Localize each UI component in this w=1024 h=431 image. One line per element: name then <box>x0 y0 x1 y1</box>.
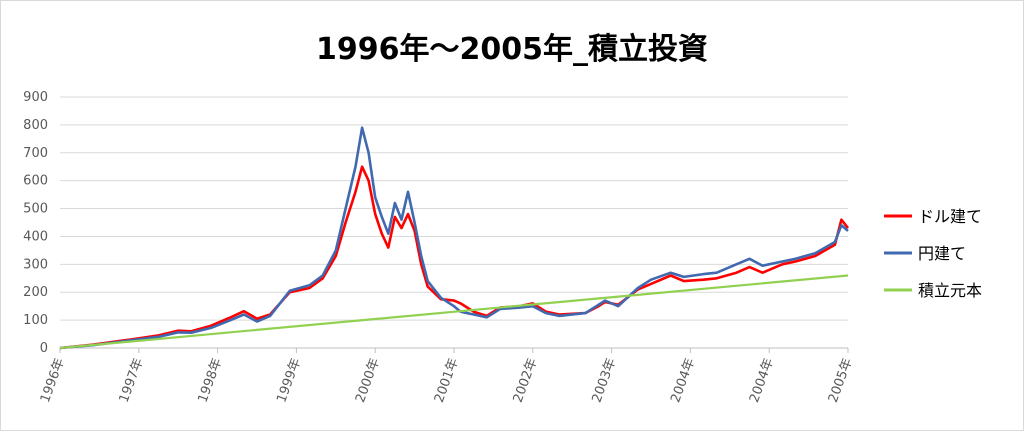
y-tick-label: 200 <box>23 285 48 300</box>
x-tick-label: 2004年 <box>668 356 698 404</box>
y-tick-label: 100 <box>23 313 48 328</box>
y-tick-label: 0 <box>40 341 48 356</box>
y-tick-label: 400 <box>23 229 48 244</box>
x-axis-ticks: 1996年 1997年 1998年 1999年 2000年 2001年 2002年 2003年… <box>38 348 856 405</box>
series-line-2 <box>59 274 849 350</box>
gridlines <box>60 96 848 349</box>
x-tick-label: 1996年 <box>38 356 68 404</box>
y-tick-label: 300 <box>23 257 48 272</box>
y-tick-label: 900 <box>23 90 48 105</box>
x-tick-label: 1997年 <box>117 356 147 404</box>
x-tick-label: 2000年 <box>353 356 383 404</box>
series-line-0 <box>59 165 850 350</box>
x-tick-label: 1998年 <box>195 356 225 404</box>
x-tick-label: 2003年 <box>589 356 619 404</box>
series-line-1 <box>59 126 849 350</box>
y-tick-label: 600 <box>23 174 48 189</box>
y-tick-label: 800 <box>23 118 48 133</box>
x-tick-label: 2004年 <box>747 356 777 404</box>
x-tick-label: 2001年 <box>432 356 462 404</box>
series-lines <box>59 126 850 350</box>
legend-label-0: ドル建て <box>918 207 982 226</box>
y-axis-ticks: 0 100 200 300 400 500 600 700 800 900 <box>23 90 48 356</box>
chart-title: 1996年～2005年_積立投資 <box>316 32 708 67</box>
legend-label-2: 積立元本 <box>918 281 982 300</box>
y-tick-label: 500 <box>23 202 48 217</box>
legend-label-1: 円建て <box>918 244 966 263</box>
x-tick-label: 2002年 <box>511 356 541 404</box>
y-tick-label: 700 <box>23 146 48 161</box>
x-tick-label: 2005年 <box>826 356 856 404</box>
x-tick-label: 1999年 <box>274 356 304 404</box>
